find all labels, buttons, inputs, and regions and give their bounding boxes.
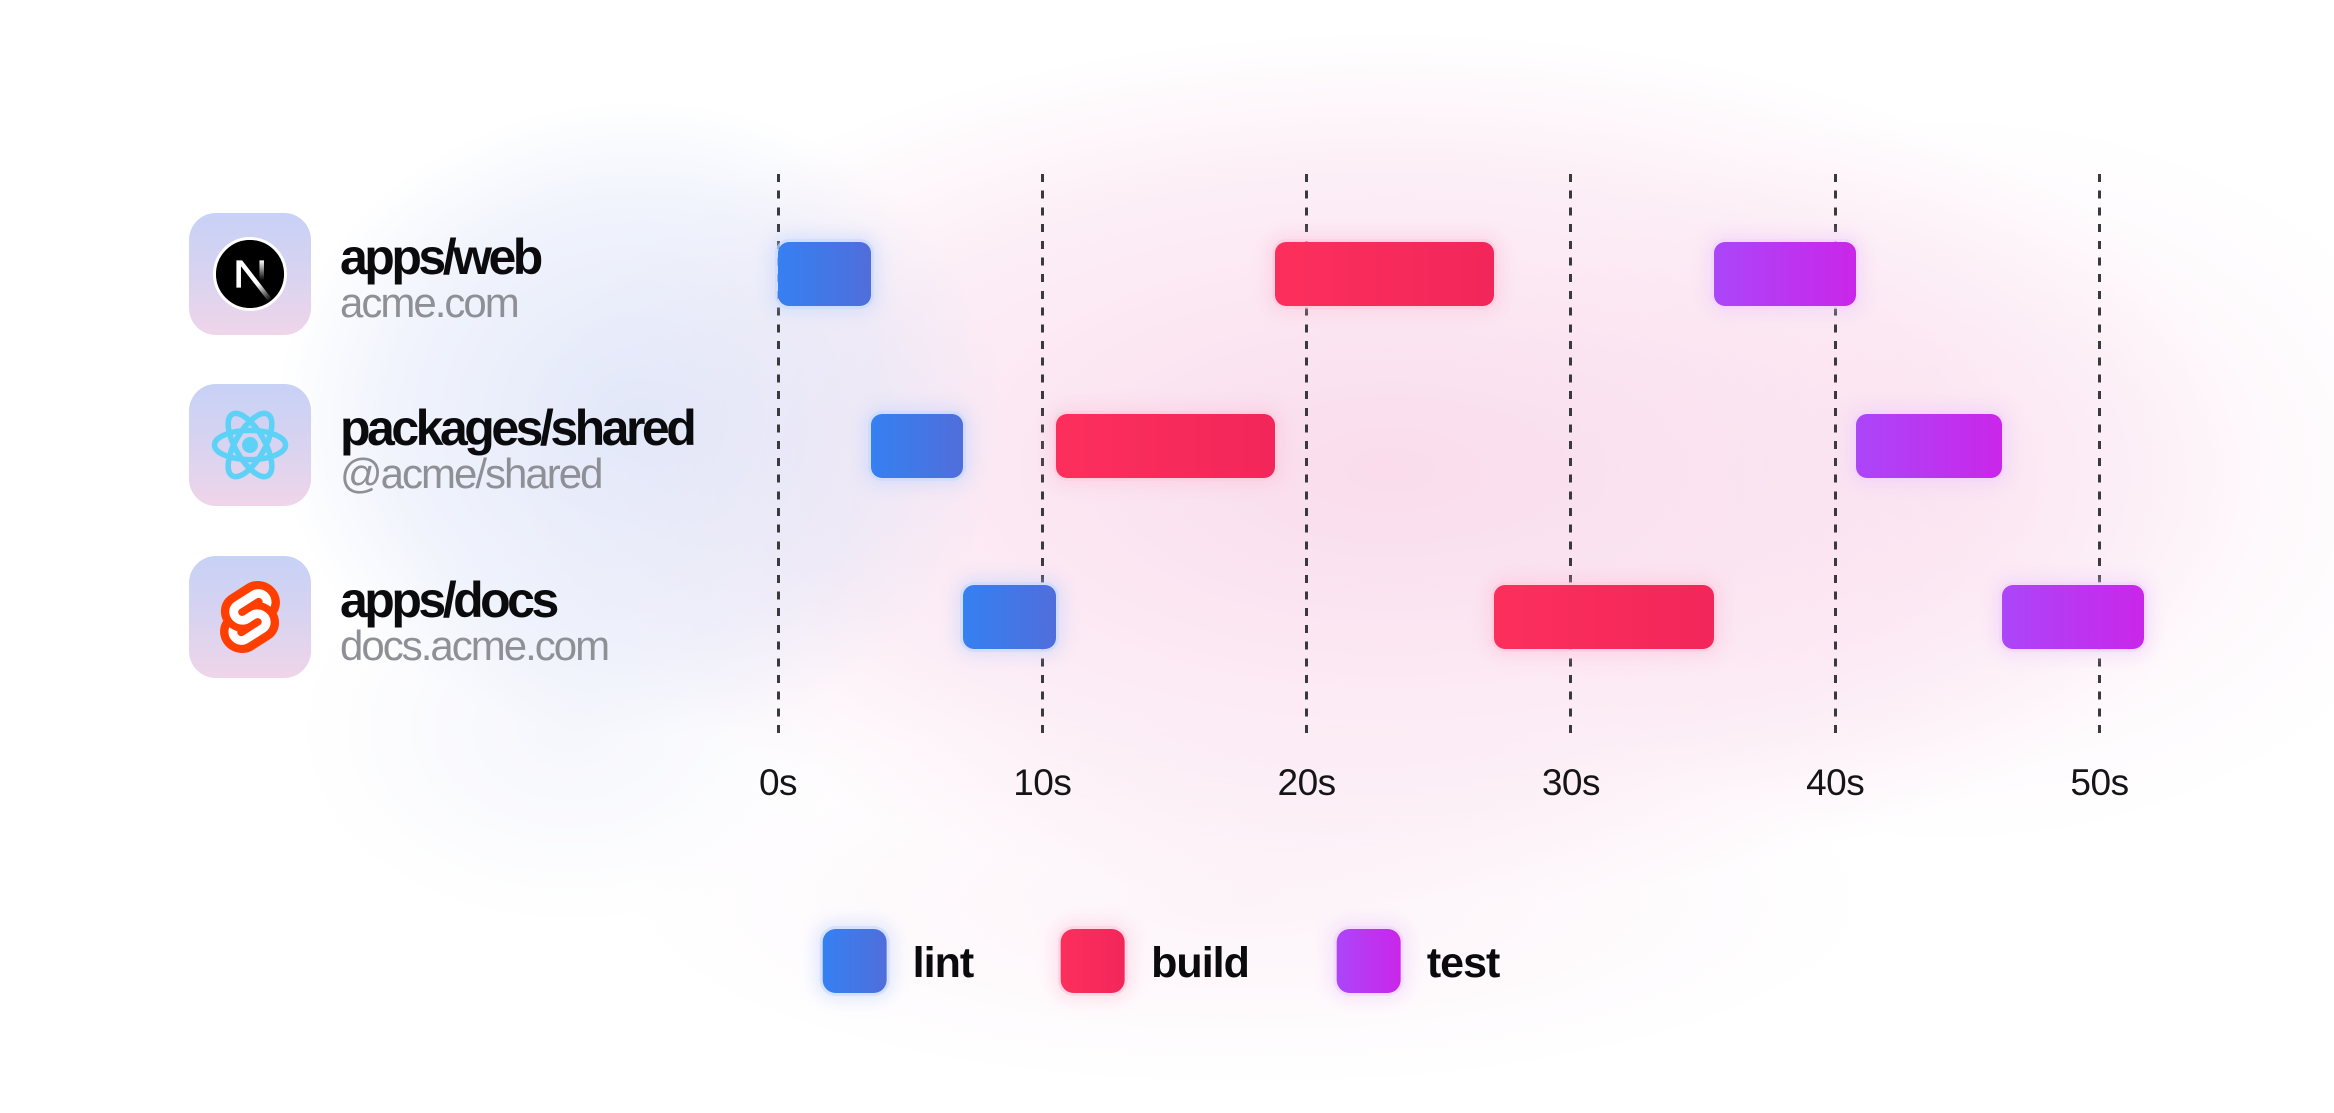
nextjs-logo-icon bbox=[213, 237, 287, 311]
lint-swatch-icon bbox=[822, 929, 887, 993]
tick-label-30s: 30s bbox=[1541, 762, 1601, 803]
bar-build-packages-shared bbox=[1055, 413, 1275, 478]
bar-test-apps-docs bbox=[2001, 585, 2145, 649]
svelte-logo-icon bbox=[220, 581, 280, 653]
package-title: apps/docs bbox=[340, 572, 559, 628]
package-subtitle: docs.acme.com bbox=[340, 622, 610, 669]
bar-lint-apps-web bbox=[778, 242, 871, 306]
tick-label-40s: 40s bbox=[1806, 762, 1865, 803]
gridline-0s bbox=[776, 174, 780, 734]
legend-label: lint bbox=[912, 938, 974, 987]
gridline-30s bbox=[1569, 174, 1573, 734]
legend-item-lint: lint bbox=[822, 929, 974, 993]
legend: lint build test bbox=[822, 929, 1500, 993]
react-logo-icon bbox=[211, 410, 289, 480]
package-icon-tile bbox=[189, 213, 311, 335]
package-row-packages-shared: packages/shared @acme/shared bbox=[189, 384, 697, 506]
legend-item-test: test bbox=[1336, 929, 1500, 993]
gridline-40s bbox=[1833, 174, 1837, 734]
package-icon-tile bbox=[189, 384, 311, 506]
legend-item-build: build bbox=[1061, 929, 1250, 993]
package-title: apps/web bbox=[340, 229, 543, 285]
package-subtitle: @acme/shared bbox=[340, 450, 603, 497]
tick-label-10s: 10s bbox=[1013, 762, 1072, 803]
bar-lint-apps-docs bbox=[963, 585, 1056, 649]
bar-test-packages-shared bbox=[1856, 413, 2002, 478]
package-title: packages/shared bbox=[340, 400, 697, 456]
gridline-20s bbox=[1305, 174, 1309, 734]
build-swatch-icon bbox=[1061, 929, 1126, 993]
legend-label: test bbox=[1426, 938, 1500, 987]
test-swatch-icon bbox=[1336, 929, 1401, 993]
package-row-apps-web: apps/web acme.com bbox=[189, 213, 543, 335]
bar-lint-packages-shared bbox=[870, 413, 963, 478]
bar-test-apps-web bbox=[1713, 242, 1857, 306]
legend-label: build bbox=[1151, 938, 1250, 987]
package-icon-tile bbox=[189, 556, 311, 678]
tick-label-20s: 20s bbox=[1277, 762, 1337, 803]
tick-label-50s: 50s bbox=[2070, 762, 2129, 803]
package-subtitle: acme.com bbox=[340, 279, 520, 326]
package-row-apps-docs: apps/docs docs.acme.com bbox=[189, 556, 610, 678]
gridline-50s bbox=[2098, 174, 2101, 734]
gridline-10s bbox=[1040, 174, 1044, 734]
bar-build-apps-web bbox=[1274, 242, 1495, 306]
bar-build-apps-docs bbox=[1494, 585, 1714, 649]
tick-label-0s: 0s bbox=[758, 762, 798, 803]
